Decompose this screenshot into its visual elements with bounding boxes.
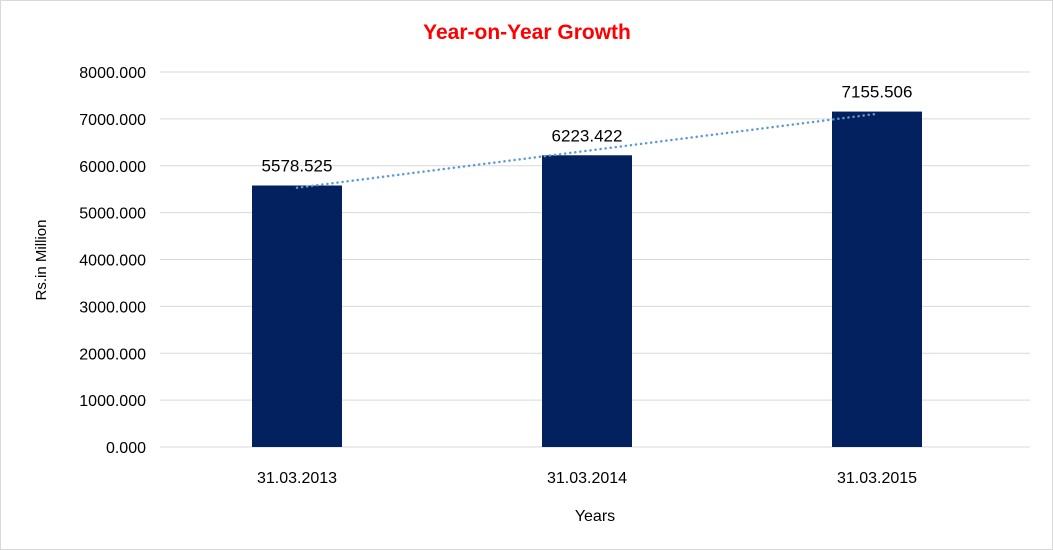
y-tick-label: 7000.000 bbox=[79, 112, 146, 129]
y-tick-label: 6000.000 bbox=[79, 159, 146, 176]
data-label: 5578.525 bbox=[262, 157, 333, 176]
y-tick-label: 4000.000 bbox=[79, 253, 146, 270]
trendline-path bbox=[295, 112, 879, 190]
bar bbox=[252, 185, 342, 447]
y-axis-label: Rs.in Million bbox=[33, 220, 50, 301]
y-tick-label: 0.000 bbox=[106, 440, 146, 457]
y-tick-label: 5000.000 bbox=[79, 206, 146, 223]
y-tick-label: 3000.000 bbox=[79, 299, 146, 316]
x-tick-label: 31.03.2013 bbox=[257, 470, 337, 487]
data-label: 6223.422 bbox=[552, 126, 623, 145]
y-axis-ticks: 0.000 1000.000 2000.000 3000.000 4000.000 500… bbox=[79, 65, 146, 457]
y-tick-label: 8000.000 bbox=[79, 65, 146, 82]
trendline bbox=[295, 112, 879, 190]
y-tick-label: 1000.000 bbox=[79, 393, 146, 410]
data-labels: 5578.525 6223.422 7155.506 bbox=[262, 83, 913, 176]
chart-title: Year-on-Year Growth bbox=[423, 21, 631, 44]
x-tick-label: 31.03.2014 bbox=[547, 470, 627, 487]
bar bbox=[542, 155, 632, 447]
x-axis-label: Years bbox=[575, 508, 615, 525]
y-tick-label: 2000.000 bbox=[79, 346, 146, 363]
x-axis-ticks: 31.03.2013 31.03.2014 31.03.2015 bbox=[257, 470, 917, 487]
bars bbox=[252, 111, 922, 447]
x-tick-label: 31.03.2015 bbox=[837, 470, 917, 487]
data-label: 7155.506 bbox=[842, 83, 913, 102]
bar bbox=[832, 111, 922, 447]
